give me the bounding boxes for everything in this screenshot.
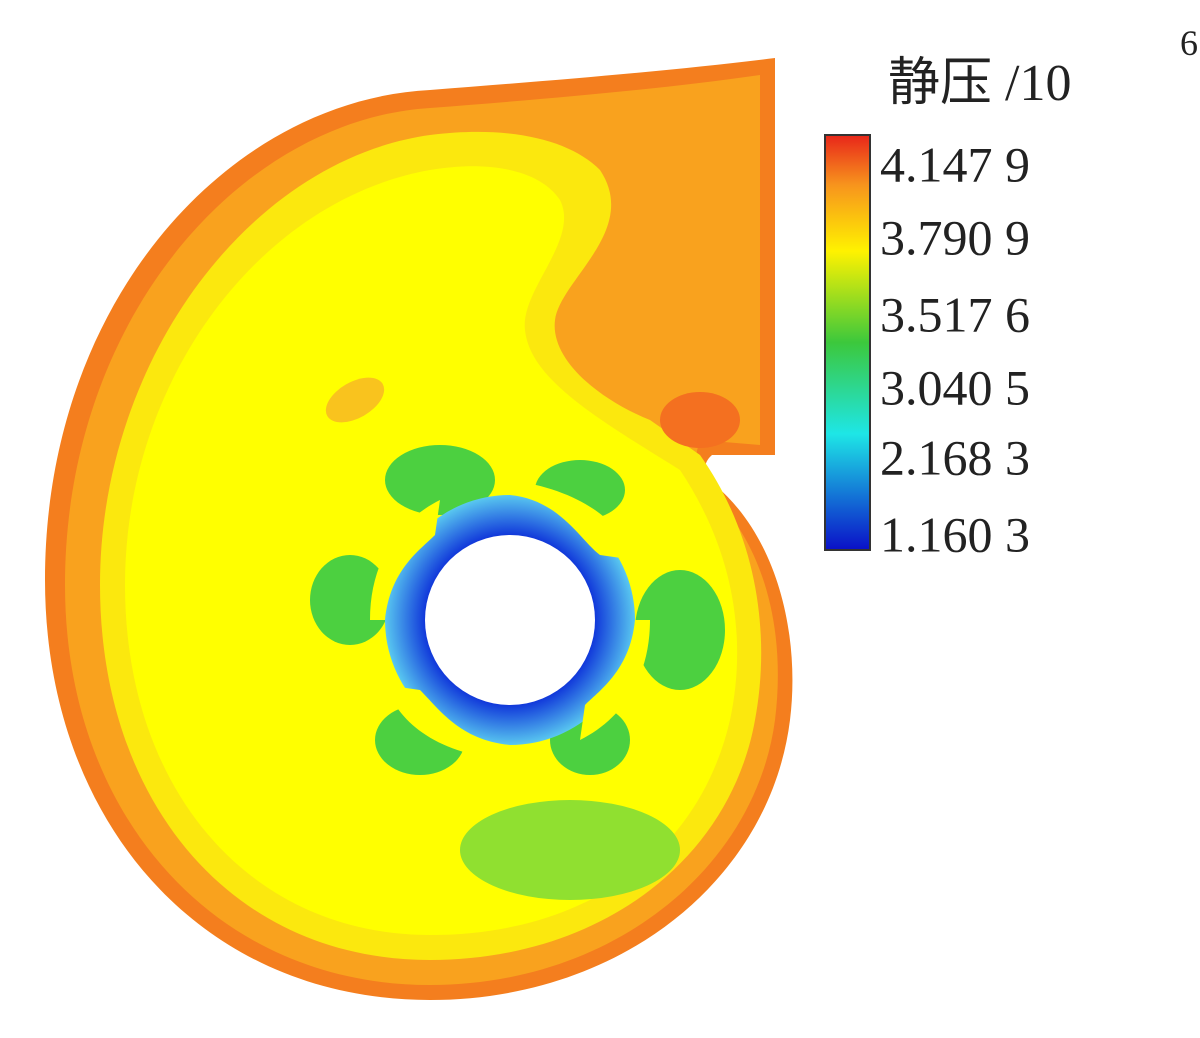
orange-spot xyxy=(660,392,740,448)
hub xyxy=(425,535,595,705)
blade-gap xyxy=(385,685,510,760)
pressure-contour xyxy=(45,58,793,1000)
colorbar-scale xyxy=(824,134,871,551)
green-blob xyxy=(310,555,390,645)
green-blob xyxy=(385,445,495,515)
colorbar-label: 3.517 6 xyxy=(880,286,1030,342)
colorbar-label: 1.160 3 xyxy=(880,506,1030,562)
colorbar-label: 2.168 3 xyxy=(880,429,1030,485)
colorbar: 静压 /10 6 4.147 9 3.790 9 3.517 6 3.040 5 2.1… xyxy=(824,23,1198,562)
colorbar-labels: 4.147 9 3.790 9 3.517 6 3.040 5 2.168 3 1.160… xyxy=(880,136,1030,562)
green-blob xyxy=(460,800,680,900)
orange-spot xyxy=(325,377,385,423)
blade-gap xyxy=(510,480,635,560)
colorbar-title: 静压 /10 xyxy=(888,55,1071,112)
colorbar-label: 3.040 5 xyxy=(880,359,1030,415)
impeller-gaps xyxy=(370,480,650,760)
colorbar-label: 3.790 9 xyxy=(880,209,1030,265)
blade-gap xyxy=(370,500,440,620)
colorbar-label: 4.147 9 xyxy=(880,136,1030,192)
blade-gap xyxy=(580,620,650,740)
green-blob xyxy=(635,570,725,690)
colorbar-exponent: 6 xyxy=(1180,23,1198,63)
